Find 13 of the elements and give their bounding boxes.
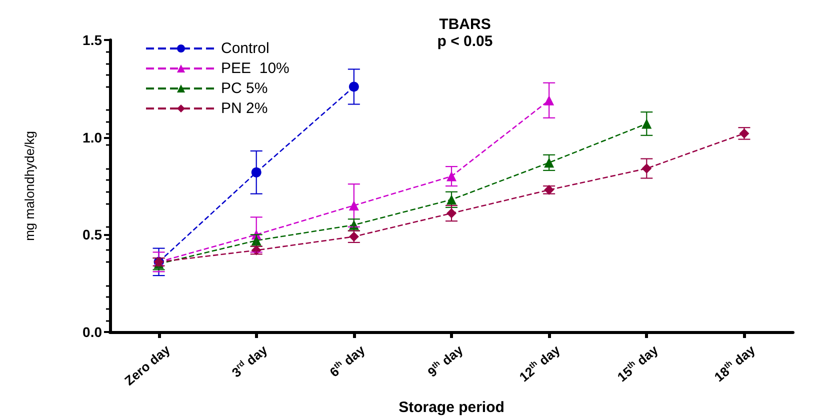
y-tick-label: 0.5 xyxy=(82,226,102,243)
y-axis-title: mg malondhyde/kg xyxy=(22,131,37,241)
y-tick-label: 0.0 xyxy=(82,324,102,340)
chart-title: TBARS xyxy=(439,16,491,33)
x-axis-title: Storage period xyxy=(398,399,504,416)
legend-label: PC 5% xyxy=(221,80,268,97)
chart-subtitle: p < 0.05 xyxy=(437,33,493,50)
legend-label: PN 2% xyxy=(221,100,268,117)
x-tick-label: Zero day xyxy=(121,342,173,388)
y-tick-label: 1.5 xyxy=(82,32,102,48)
y-tick-label: 1.0 xyxy=(82,129,102,146)
legend-label: Control xyxy=(221,40,270,57)
legend-label: PEE 10% xyxy=(221,60,290,77)
